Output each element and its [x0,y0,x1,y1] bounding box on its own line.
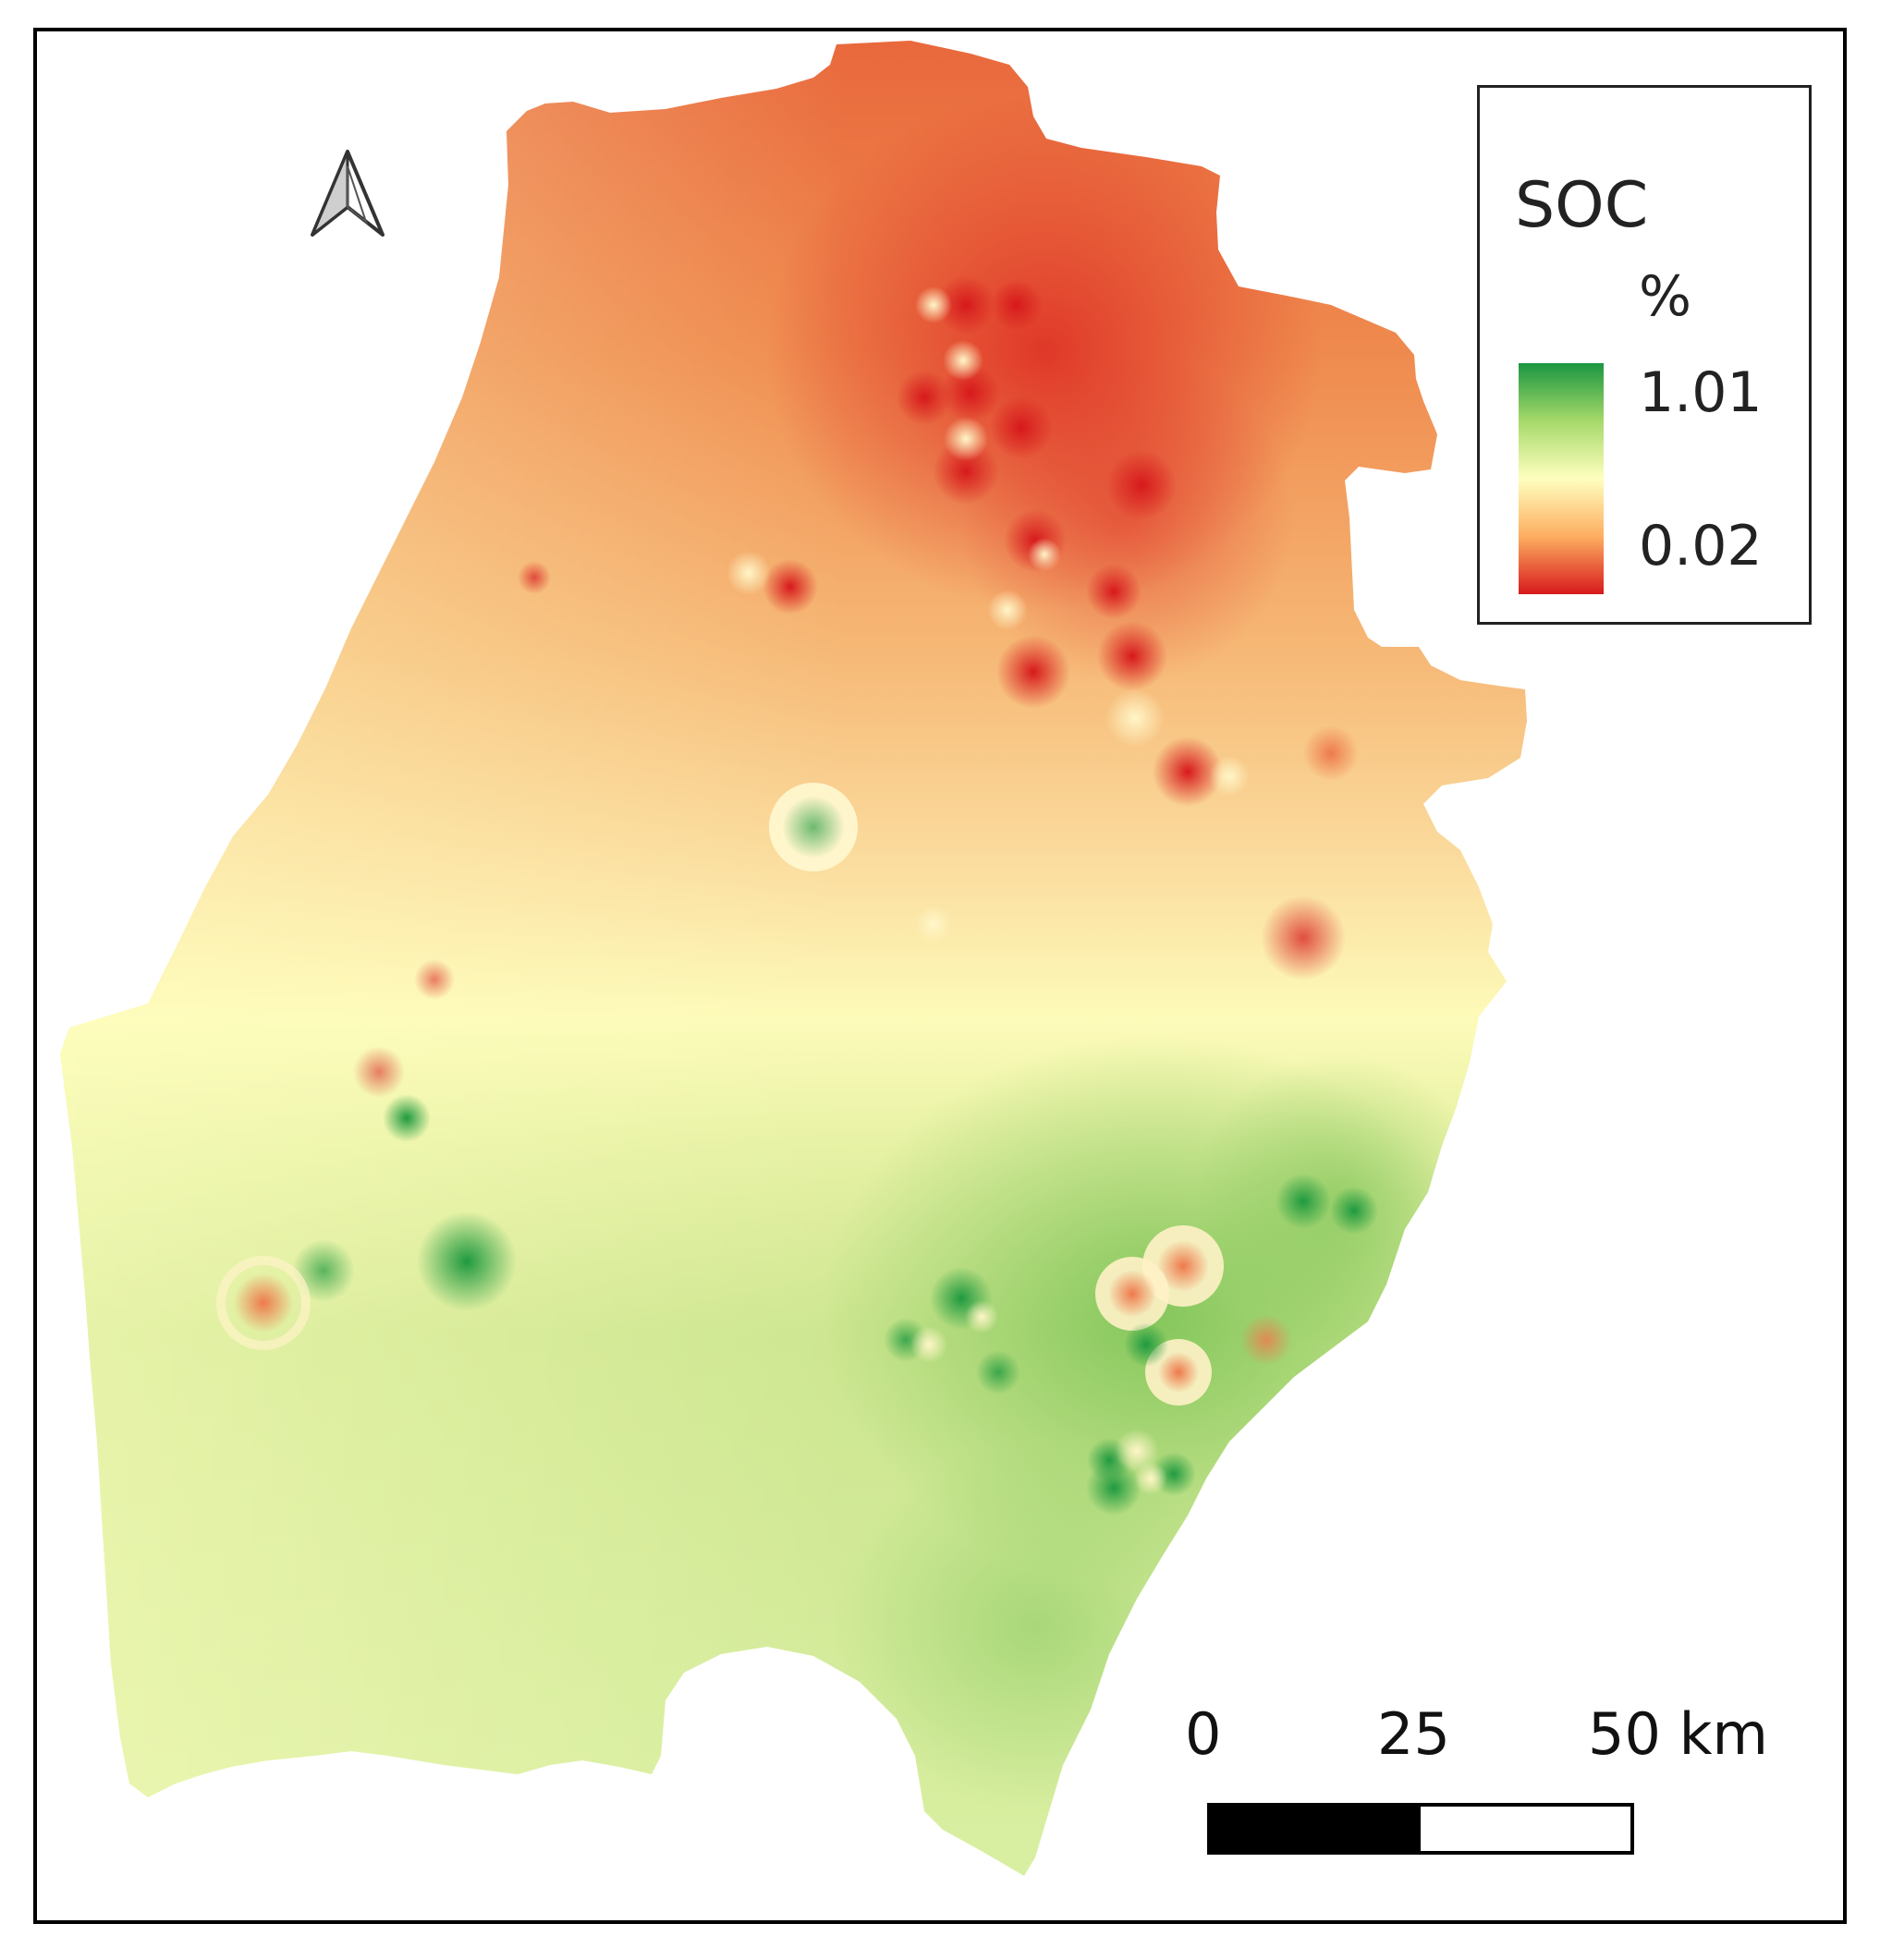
legend-color-ramp [1519,363,1604,594]
legend-min-label: 0.02 [1639,514,1763,578]
legend-unit: % [1639,264,1692,329]
scale-label-25: 25 [1377,1700,1450,1768]
scale-bar-segment-white [1421,1807,1630,1851]
scale-bar [1207,1803,1634,1855]
north-arrow-icon [309,148,386,240]
legend: SOC % 1.01 0.02 [1477,85,1812,625]
scale-label-50: 50 km [1588,1700,1768,1768]
legend-title: SOC [1515,169,1649,242]
scale-label-0: 0 [1185,1700,1222,1768]
legend-max-label: 1.01 [1639,360,1763,425]
scale-bar-segment-black [1211,1807,1421,1851]
